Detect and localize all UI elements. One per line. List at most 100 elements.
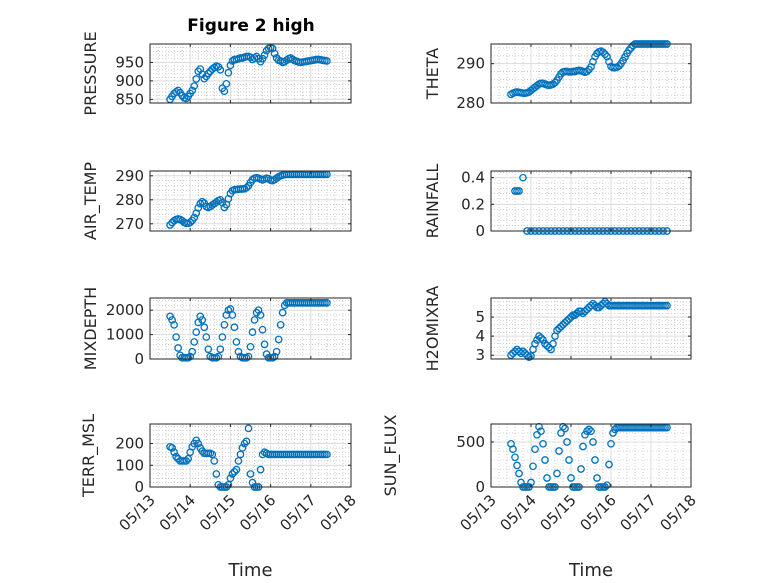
data-point	[226, 61, 235, 70]
data-point	[196, 199, 205, 208]
axes-box	[490, 423, 692, 488]
data-point	[192, 75, 201, 83]
data-point	[220, 87, 229, 96]
y-tick-label: 850	[115, 90, 144, 108]
data-point	[168, 444, 176, 452]
x-tick-label: 05/13	[116, 491, 159, 534]
data-point	[258, 54, 267, 63]
x-axis-label: Time	[227, 560, 272, 581]
x-tick-label: 05/18	[317, 491, 360, 534]
data-point	[583, 305, 591, 314]
y-tick-label: 500	[456, 433, 485, 451]
y-axis-label: MIXDEPTH	[81, 287, 100, 370]
data-point	[577, 465, 585, 473]
data-point	[210, 457, 219, 465]
data-point	[561, 318, 569, 327]
data-point	[274, 335, 283, 344]
data-point	[194, 204, 203, 212]
data-point	[563, 317, 571, 325]
data-point	[254, 306, 263, 315]
data-point	[230, 323, 239, 332]
data-point	[192, 328, 201, 337]
data-point	[224, 480, 233, 489]
data-point	[200, 323, 209, 332]
subplot-6: 345 H2OMIXRA	[423, 286, 692, 372]
y-axis-label: RAINFALL	[423, 164, 442, 239]
data-point	[549, 339, 557, 348]
x-axis-label: Time	[568, 560, 613, 581]
data-point	[186, 218, 195, 227]
y-axis-label: PRESSURE	[81, 31, 100, 115]
data-point	[250, 54, 259, 62]
y-axis-label: H2OMIXRA	[423, 286, 442, 372]
x-tick-label: 05/16	[577, 491, 620, 534]
data-point	[605, 460, 613, 469]
data-point	[565, 315, 573, 323]
data-point	[184, 454, 193, 463]
x-tick-label: 05/17	[617, 491, 660, 534]
y-tick-label: 290	[115, 167, 144, 185]
data-point	[615, 62, 623, 70]
data-point	[595, 303, 603, 312]
data-point	[172, 88, 180, 96]
subplot-2: 280 290 THETA	[423, 40, 692, 112]
data-point	[190, 338, 199, 346]
y-tick-label: 0	[134, 478, 144, 496]
data-point	[186, 352, 195, 361]
data-point	[174, 86, 182, 95]
data-point	[517, 478, 525, 487]
data-point	[208, 450, 217, 459]
y-tick-label: 270	[115, 215, 144, 233]
y-tick-label: 0	[475, 222, 485, 240]
data-point	[531, 339, 539, 348]
data-point	[214, 352, 223, 361]
data-point	[168, 316, 176, 324]
data-point	[515, 469, 523, 478]
x-tick-label: 05/16	[236, 491, 279, 534]
y-tick-label: 200	[115, 435, 144, 453]
data-point	[579, 309, 587, 318]
data-point	[190, 82, 199, 90]
axes-box	[490, 297, 692, 360]
y-tick-label: 290	[456, 55, 485, 73]
y-tick-label: 0.2	[461, 195, 485, 213]
data-point	[226, 474, 235, 483]
data-point	[535, 332, 543, 340]
data-point	[234, 457, 243, 465]
data-point	[170, 320, 178, 329]
data-point	[515, 187, 523, 195]
data-point	[555, 324, 563, 333]
x-tick-label: 05/15	[537, 491, 580, 534]
data-point	[234, 347, 243, 356]
x-tick-label: 05/15	[196, 491, 239, 534]
data-point	[581, 307, 589, 316]
data-point	[230, 467, 239, 476]
y-tick-label: 3	[475, 346, 485, 364]
y-tick-label: 5	[475, 308, 485, 326]
data-point	[198, 316, 207, 324]
data-point	[511, 453, 519, 462]
data-point	[323, 299, 331, 307]
data-point	[216, 65, 225, 74]
data-point	[258, 325, 267, 334]
subplot-3: 270 280 290 AIR_TEMP	[81, 162, 352, 240]
data-point	[218, 333, 227, 341]
data-point	[222, 79, 231, 88]
data-point	[250, 316, 259, 324]
data-point	[190, 213, 199, 222]
y-tick-label: 100	[115, 456, 144, 474]
data-point	[220, 320, 229, 329]
y-tick-label: 900	[115, 72, 144, 90]
data-point	[603, 481, 611, 490]
y-tick-label: 4	[475, 327, 485, 345]
data-point	[236, 450, 245, 459]
y-tick-label: 950	[115, 53, 144, 71]
data-point	[553, 469, 561, 478]
data-point	[539, 439, 547, 448]
x-tick-label: 05/13	[457, 491, 500, 534]
data-point	[551, 78, 559, 87]
data-point	[541, 456, 549, 464]
data-point	[200, 74, 209, 83]
y-tick-label: 0.4	[461, 169, 485, 187]
